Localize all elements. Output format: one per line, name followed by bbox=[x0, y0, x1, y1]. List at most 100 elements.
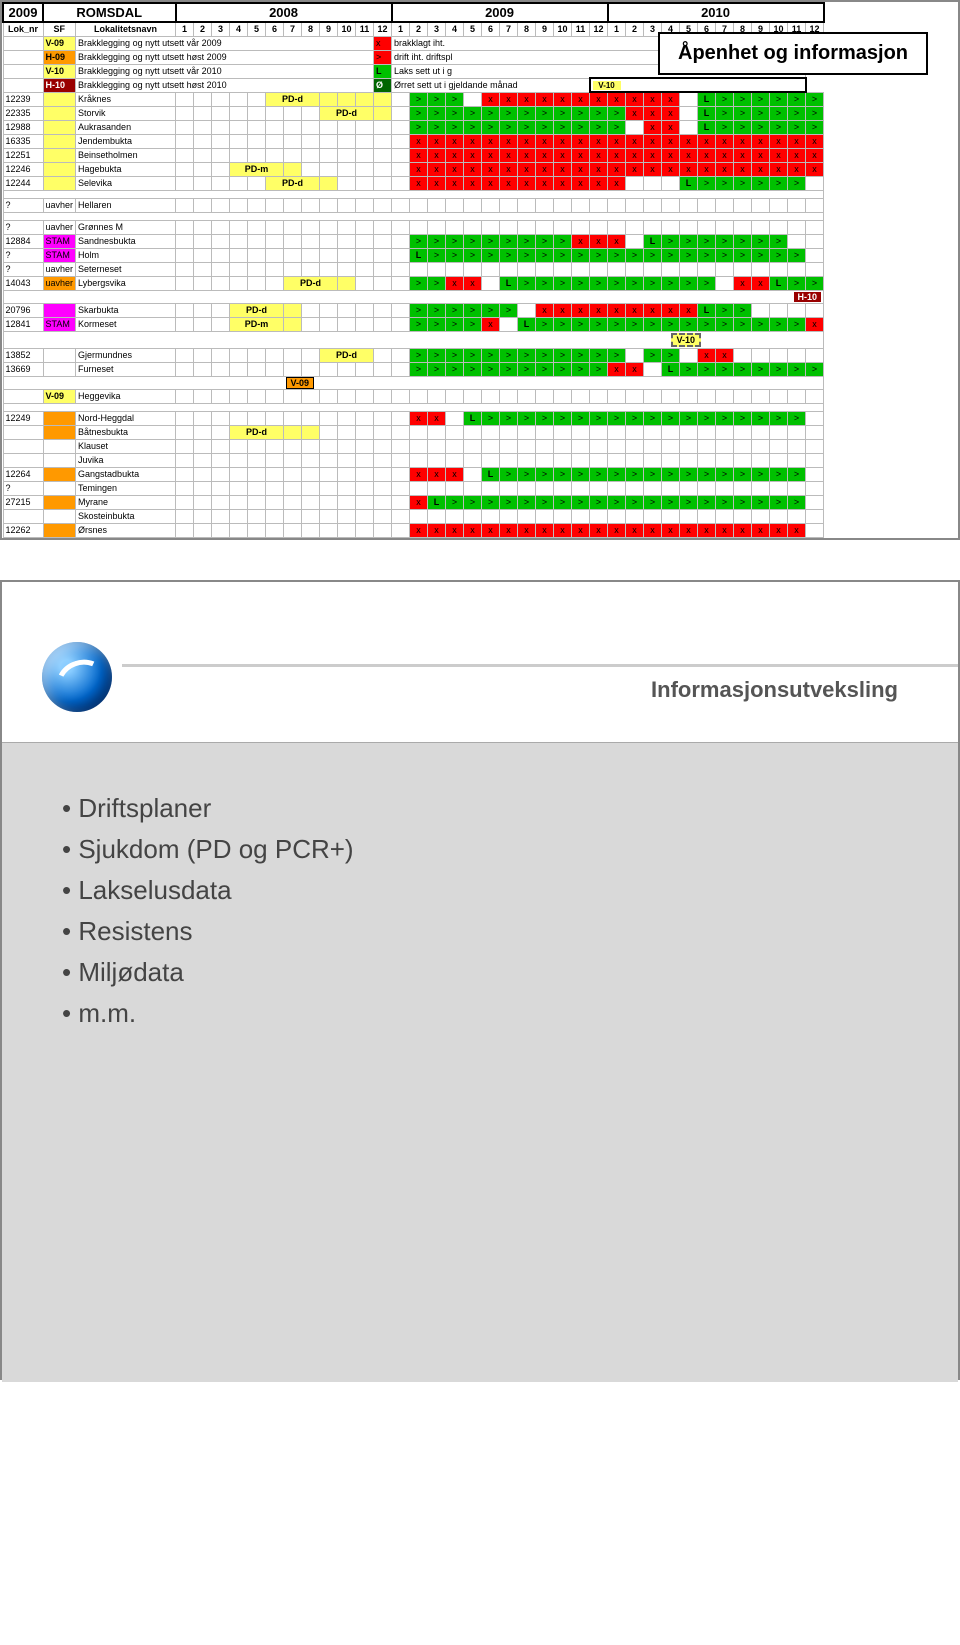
legend-text-2: Brakklegging og nytt utsett høst 2009 bbox=[76, 50, 374, 64]
timeline-cell: x bbox=[662, 106, 680, 120]
timeline-cell: x bbox=[734, 276, 752, 290]
timeline-cell: > bbox=[770, 467, 788, 481]
timeline-cell bbox=[284, 495, 302, 509]
year-cell-2009: 2009 bbox=[3, 3, 43, 22]
timeline-cell bbox=[248, 220, 266, 234]
timeline-cell: > bbox=[500, 303, 518, 317]
timeline-cell: x bbox=[716, 523, 734, 537]
timeline-cell bbox=[554, 439, 572, 453]
timeline-cell bbox=[392, 220, 410, 234]
timeline-cell bbox=[482, 198, 500, 212]
cell-sf bbox=[43, 467, 76, 481]
timeline-cell: x bbox=[608, 176, 626, 190]
timeline-cell: x bbox=[716, 134, 734, 148]
timeline-cell bbox=[356, 176, 374, 190]
timeline-cell bbox=[284, 134, 302, 148]
cell-sf bbox=[43, 411, 76, 425]
timeline-cell bbox=[572, 198, 590, 212]
timeline-cell bbox=[464, 262, 482, 276]
timeline-cell bbox=[374, 389, 392, 403]
timeline-cell: > bbox=[752, 362, 770, 376]
timeline-cell: > bbox=[590, 348, 608, 362]
timeline-cell bbox=[284, 248, 302, 262]
timeline-cell bbox=[626, 120, 644, 134]
spreadsheet-table: 2009 ROMSDAL 2008 2009 2010 Lok_nr SF Lo… bbox=[2, 2, 825, 540]
cell-sf bbox=[43, 92, 76, 106]
timeline-cell bbox=[752, 425, 770, 439]
timeline-cell: > bbox=[608, 120, 626, 134]
timeline-cell: x bbox=[608, 92, 626, 106]
timeline-cell bbox=[770, 439, 788, 453]
timeline-cell bbox=[572, 453, 590, 467]
timeline-cell bbox=[428, 481, 446, 495]
timeline-cell bbox=[302, 523, 320, 537]
timeline-cell: x bbox=[482, 134, 500, 148]
timeline-cell: > bbox=[806, 276, 824, 290]
timeline-cell bbox=[590, 453, 608, 467]
timeline-cell bbox=[410, 389, 428, 403]
timeline-cell bbox=[698, 262, 716, 276]
bullet-mm: m.m. bbox=[62, 998, 898, 1029]
timeline-cell: > bbox=[626, 276, 644, 290]
timeline-cell bbox=[212, 439, 230, 453]
timeline-cell bbox=[680, 220, 698, 234]
spacer-row bbox=[3, 190, 824, 198]
timeline-cell: x bbox=[662, 537, 680, 540]
timeline-cell: > bbox=[572, 362, 590, 376]
timeline-cell bbox=[626, 389, 644, 403]
bullet-miljodata: Miljødata bbox=[62, 957, 898, 988]
timeline-cell bbox=[662, 389, 680, 403]
timeline-cell: > bbox=[536, 495, 554, 509]
timeline-cell bbox=[788, 198, 806, 212]
timeline-cell bbox=[194, 317, 212, 331]
timeline-cell: > bbox=[554, 120, 572, 134]
timeline-cell: > bbox=[734, 303, 752, 317]
timeline-cell bbox=[752, 453, 770, 467]
timeline-cell: x bbox=[590, 134, 608, 148]
timeline-cell bbox=[266, 120, 284, 134]
timeline-cell bbox=[320, 317, 338, 331]
timeline-cell bbox=[230, 262, 248, 276]
timeline-cell: x bbox=[644, 537, 662, 540]
cell-sf bbox=[43, 176, 76, 190]
timeline-cell: x bbox=[806, 134, 824, 148]
cell-loknr: 12264 bbox=[3, 467, 43, 481]
timeline-cell: x bbox=[518, 176, 536, 190]
timeline-cell: > bbox=[518, 234, 536, 248]
timeline-cell bbox=[734, 389, 752, 403]
timeline-cell bbox=[266, 262, 284, 276]
cell-loknr: 12251 bbox=[3, 148, 43, 162]
timeline-cell: x bbox=[680, 162, 698, 176]
timeline-cell bbox=[644, 176, 662, 190]
timeline-cell bbox=[590, 389, 608, 403]
timeline-cell bbox=[266, 248, 284, 262]
timeline-cell: > bbox=[446, 495, 464, 509]
cell-loknr: 12884 bbox=[3, 234, 43, 248]
cell-loknr: 12249 bbox=[3, 411, 43, 425]
cell-lokalitetsnavn: Storvik bbox=[76, 106, 176, 120]
timeline-cell: > bbox=[788, 120, 806, 134]
cell-lokalitetsnavn: Seterneset bbox=[76, 262, 176, 276]
timeline-cell bbox=[320, 176, 338, 190]
timeline-cell: > bbox=[464, 348, 482, 362]
timeline-cell: L bbox=[428, 495, 446, 509]
timeline-cell bbox=[374, 523, 392, 537]
cell-sf bbox=[43, 509, 76, 523]
timeline-cell bbox=[338, 509, 356, 523]
timeline-cell: > bbox=[752, 176, 770, 190]
timeline-cell: x bbox=[770, 523, 788, 537]
timeline-cell bbox=[626, 509, 644, 523]
timeline-cell: > bbox=[716, 120, 734, 134]
timeline-cell: x bbox=[554, 176, 572, 190]
timeline-cell: L bbox=[410, 248, 428, 262]
timeline-cell: x bbox=[410, 537, 428, 540]
timeline-cell bbox=[194, 362, 212, 376]
timeline-cell: > bbox=[536, 317, 554, 331]
timeline-cell: > bbox=[590, 248, 608, 262]
timeline-cell bbox=[374, 537, 392, 540]
timeline-cell bbox=[788, 348, 806, 362]
timeline-cell bbox=[680, 262, 698, 276]
cell-sf bbox=[43, 481, 76, 495]
timeline-cell bbox=[788, 389, 806, 403]
timeline-cell bbox=[248, 106, 266, 120]
